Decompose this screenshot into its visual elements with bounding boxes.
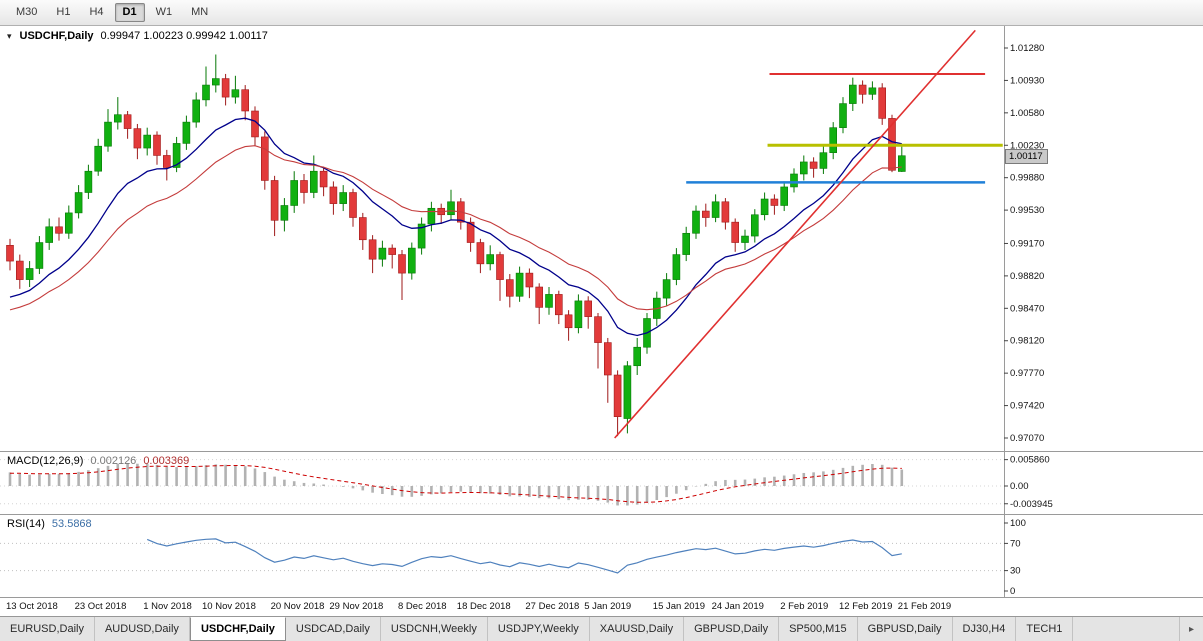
symbol-tab-tech1[interactable]: TECH1: [1016, 617, 1074, 641]
date-axis-label: 20 Nov 2018: [270, 601, 325, 612]
timeframe-button-h4[interactable]: H4: [89, 6, 104, 18]
svg-text:0.98820: 0.98820: [1010, 271, 1044, 282]
timeframe-button-mn[interactable]: MN: [191, 6, 209, 18]
svg-text:1.00930: 1.00930: [1010, 75, 1044, 86]
price-axis-labels: 1.01280 1.00930 1.00580 1.00230 0.99880 0.995…: [1004, 43, 1044, 444]
symbol-tab-usdchf-daily[interactable]: USDCHF,Daily: [189, 617, 286, 641]
symbol-tab-xauusd-daily[interactable]: XAUUSD,Daily: [590, 617, 685, 641]
svg-text:30: 30: [1010, 566, 1021, 577]
symbol-tab-gbpusd-daily[interactable]: GBPUSD,Daily: [684, 617, 780, 641]
svg-text:0.98470: 0.98470: [1010, 303, 1044, 314]
ascending-trendline[interactable]: [614, 29, 976, 439]
price-axis[interactable]: [1004, 26, 1203, 598]
svg-text:-0.003945: -0.003945: [1010, 499, 1053, 510]
svg-text:0.00: 0.00: [1010, 481, 1029, 492]
rsi-pane: 100 70 30 0: [0, 518, 1026, 597]
timeframe-button-h1[interactable]: H1: [56, 6, 71, 18]
macd-pane: 0.005860 0.00 -0.003945: [0, 455, 1053, 510]
svg-text:0.97420: 0.97420: [1010, 401, 1044, 412]
date-axis-label: 8 Dec 2018: [398, 601, 447, 612]
symbol-tab-usdcnh-weekly[interactable]: USDCNH,Weekly: [381, 617, 488, 641]
symbol-tab-usdjpy-weekly[interactable]: USDJPY,Weekly: [488, 617, 590, 641]
date-axis-label: 13 Oct 2018: [6, 601, 58, 612]
current-price-tag: 1.00117: [1005, 149, 1048, 164]
symbol-tab-dj30-h4[interactable]: DJ30,H4: [953, 617, 1017, 641]
date-axis-label: 15 Jan 2019: [652, 601, 706, 612]
svg-text:0.99880: 0.99880: [1010, 173, 1044, 184]
svg-text:0.005860: 0.005860: [1010, 455, 1050, 466]
chart-canvas[interactable]: 1.01280 1.00930 1.00580 1.00230 0.99880 0.995…: [0, 26, 1203, 598]
ma-line-fast: [9, 117, 902, 337]
date-axis-label: 2 Feb 2019: [780, 601, 829, 612]
date-axis-label: 10 Nov 2018: [202, 601, 256, 612]
date-axis[interactable]: 13 Oct 2018 23 Oct 2018 1 Nov 2018 10 Nov 2…: [0, 598, 1203, 616]
symbol-tab-eurusd-daily[interactable]: EURUSD,Daily: [0, 617, 95, 641]
chart-wrap: 1.01280 1.00930 1.00580 1.00230 0.99880 0.995…: [0, 26, 1203, 598]
symbol-tab-audusd-daily[interactable]: AUDUSD,Daily: [95, 617, 190, 641]
symbol-tabbar: EURUSD,Daily AUDUSD,Daily USDCHF,Daily USDC…: [0, 616, 1203, 641]
ma-line-slow: [9, 145, 902, 311]
svg-text:1.00230: 1.00230: [1010, 140, 1044, 151]
svg-text:0.98120: 0.98120: [1010, 336, 1044, 347]
symbol-tab-usdcad-daily[interactable]: USDCAD,Daily: [286, 617, 381, 641]
timeframe-toolbar: M30 H1 H4 D1 W1 MN: [0, 0, 1203, 26]
date-axis-label: 29 Nov 2018: [329, 601, 384, 612]
svg-text:0.99170: 0.99170: [1010, 238, 1044, 249]
macd-signal-line: [9, 464, 902, 503]
date-axis-label: 12 Feb 2019: [839, 601, 893, 612]
timeframe-button-d1[interactable]: D1: [114, 3, 145, 22]
date-axis-label: 5 Jan 2019: [584, 601, 632, 612]
chart-dropdown-icon[interactable]: ▾: [7, 31, 12, 41]
date-axis-label: 18 Dec 2018: [456, 601, 511, 612]
date-axis-label: 1 Nov 2018: [143, 601, 192, 612]
timeframe-button-w1[interactable]: W1: [155, 6, 173, 18]
svg-text:100: 100: [1010, 518, 1026, 529]
timeframe-button-m30[interactable]: M30: [16, 6, 38, 18]
svg-text:70: 70: [1010, 538, 1021, 549]
date-axis-label: 23 Oct 2018: [74, 601, 127, 612]
date-axis-label: 27 Dec 2018: [525, 601, 580, 612]
svg-text:0.97770: 0.97770: [1010, 368, 1044, 379]
date-axis-label: 21 Feb 2019: [897, 601, 952, 612]
candlestick-series: [6, 54, 906, 437]
svg-text:0: 0: [1010, 586, 1015, 597]
svg-text:0.97070: 0.97070: [1010, 433, 1044, 444]
svg-text:1.00580: 1.00580: [1010, 108, 1044, 119]
date-axis-label: 24 Jan 2019: [711, 601, 764, 612]
rsi-line: [146, 538, 902, 574]
tab-scroll-right-button[interactable]: ▸: [1178, 617, 1203, 641]
svg-text:0.99530: 0.99530: [1010, 205, 1044, 216]
svg-text:1.01280: 1.01280: [1010, 43, 1044, 54]
symbol-tab-gbpusd-daily[interactable]: GBPUSD,Daily: [858, 617, 953, 641]
symbol-tab-sp500-m15[interactable]: SP500,M15: [779, 617, 858, 641]
